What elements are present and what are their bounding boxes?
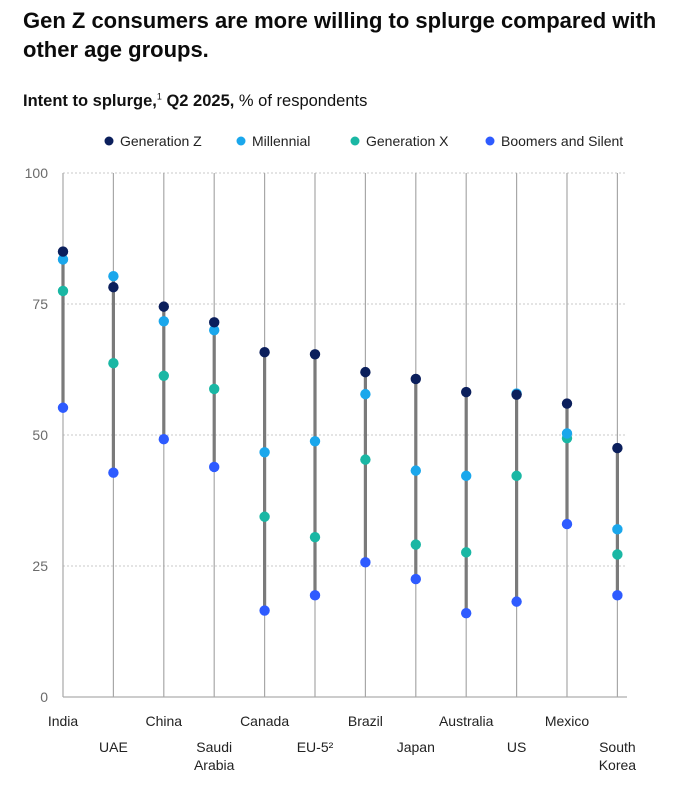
- point-millennial-1: [108, 271, 119, 282]
- point-millennial-4: [259, 447, 270, 458]
- point-generation-x-4: [259, 511, 270, 522]
- point-generation-z-4: [259, 347, 270, 358]
- subtitle-footnote: 1: [156, 91, 162, 102]
- category-label-11-1: Korea: [599, 757, 637, 773]
- point-generation-z-11: [612, 442, 623, 454]
- point-generation-z-9: [511, 389, 522, 400]
- category-label-4-0: Canada: [240, 713, 289, 729]
- point-generation-z-0: [57, 246, 69, 257]
- point-millennial-7: [410, 465, 421, 476]
- legend-label-0: Generation Z: [120, 133, 202, 149]
- point-boomers-and-silent-9: [511, 596, 522, 607]
- y-tick-label-100: 100: [25, 165, 49, 181]
- subtitle-rest: % of respondents: [234, 92, 368, 110]
- category-label-11-0: South: [599, 739, 636, 755]
- legend-label-1: Millennial: [252, 133, 310, 149]
- point-generation-z-3: [209, 317, 220, 328]
- point-generation-x-1: [108, 358, 119, 369]
- point-boomers-and-silent-7: [410, 573, 421, 585]
- point-generation-x-7: [410, 539, 421, 550]
- category-label-8-0: Australia: [439, 713, 494, 729]
- point-boomers-and-silent-0: [57, 402, 69, 413]
- point-millennial-10: [561, 428, 573, 439]
- legend-label-3: Boomers and Silent: [501, 133, 623, 149]
- point-generation-x-9: [511, 470, 522, 482]
- point-millennial-8: [461, 470, 472, 482]
- legend-marker-2: [350, 136, 360, 146]
- category-label-3-0: Saudi: [196, 739, 232, 755]
- legend-marker-0: [104, 136, 114, 146]
- point-generation-z-2: [158, 301, 169, 312]
- category-label-3-1: Arabia: [194, 757, 235, 773]
- category-label-0-0: India: [48, 713, 79, 729]
- point-generation-x-2: [158, 370, 169, 381]
- point-millennial-5: [309, 436, 321, 447]
- point-generation-z-8: [461, 386, 472, 398]
- point-boomers-and-silent-4: [259, 605, 270, 616]
- category-label-5-0: EU-5²: [297, 739, 334, 755]
- point-boomers-and-silent-6: [360, 557, 371, 568]
- y-tick-label-50: 50: [32, 427, 48, 443]
- chart-title: Gen Z consumers are more willing to splu…: [23, 8, 657, 62]
- category-label-9-0: US: [507, 739, 526, 755]
- point-generation-z-6: [360, 366, 371, 378]
- chart-subtitle: Intent to splurge,1 Q2 2025, % of respon…: [23, 92, 367, 111]
- category-label-7-0: Japan: [397, 739, 435, 755]
- point-generation-z-10: [561, 398, 573, 409]
- y-tick-label-75: 75: [32, 296, 48, 312]
- point-millennial-3: [209, 325, 220, 336]
- subtitle-bold: Intent to splurge,: [23, 92, 157, 110]
- y-tick-label-0: 0: [40, 689, 48, 705]
- point-generation-z-1: [108, 282, 119, 293]
- point-boomers-and-silent-2: [158, 433, 169, 445]
- point-millennial-2: [158, 316, 169, 327]
- legend-label-2: Generation X: [366, 133, 449, 149]
- point-boomers-and-silent-3: [209, 461, 220, 473]
- point-generation-z-7: [410, 373, 421, 385]
- category-label-10-0: Mexico: [545, 713, 590, 729]
- point-generation-x-11: [612, 549, 623, 560]
- category-label-2-0: China: [146, 713, 183, 729]
- point-boomers-and-silent-10: [561, 518, 573, 530]
- point-millennial-11: [612, 524, 623, 535]
- legend-marker-3: [485, 136, 495, 146]
- legend-marker-1: [236, 136, 246, 146]
- category-label-6-0: Brazil: [348, 713, 383, 729]
- y-tick-label-25: 25: [32, 558, 48, 574]
- point-generation-x-5: [309, 531, 321, 543]
- point-boomers-and-silent-8: [461, 607, 472, 619]
- subtitle-bold-tail: Q2 2025,: [161, 92, 235, 110]
- point-generation-z-5: [309, 349, 321, 360]
- point-boomers-and-silent-11: [612, 590, 623, 601]
- point-generation-x-6: [360, 454, 371, 465]
- category-label-1-0: UAE: [99, 739, 128, 755]
- point-millennial-0: [57, 254, 69, 265]
- point-millennial-6: [360, 388, 371, 400]
- point-generation-x-3: [209, 383, 220, 395]
- point-boomers-and-silent-1: [108, 467, 119, 478]
- point-generation-x-8: [461, 547, 472, 558]
- point-generation-x-0: [57, 285, 69, 297]
- point-boomers-and-silent-5: [309, 590, 321, 601]
